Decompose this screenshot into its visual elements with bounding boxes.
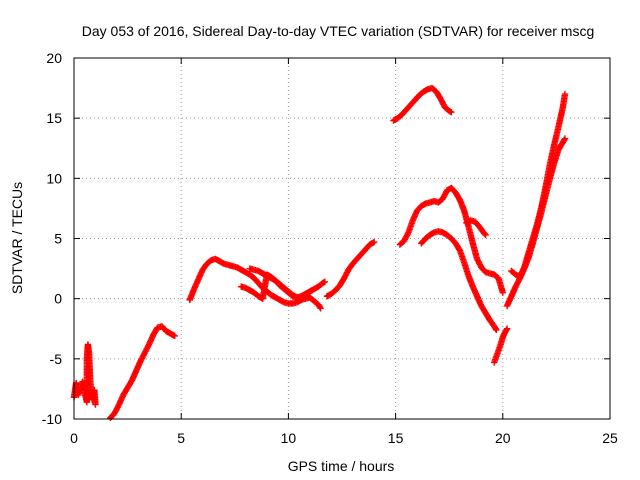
series-arc-7 bbox=[390, 84, 455, 124]
data-point bbox=[448, 108, 455, 116]
axis-ticks: 0 5 10 15 20 25 -10 -5 0 5 10 15 20 bbox=[42, 50, 618, 446]
series-arc-13 bbox=[508, 90, 569, 281]
y-tick-label: 5 bbox=[54, 231, 62, 247]
data-points bbox=[70, 84, 569, 421]
x-tick-label: 5 bbox=[177, 430, 185, 446]
y-tick-label: -5 bbox=[50, 351, 63, 367]
data-point bbox=[316, 303, 324, 311]
data-point bbox=[503, 325, 511, 332]
data-point bbox=[493, 326, 500, 334]
y-tick-label: 20 bbox=[46, 50, 62, 66]
data-point bbox=[482, 231, 489, 239]
data-point bbox=[492, 325, 499, 332]
data-point bbox=[317, 305, 324, 312]
data-point bbox=[499, 289, 506, 296]
data-point bbox=[561, 135, 569, 142]
y-axis-label: SDTVAR / TECUs bbox=[9, 182, 25, 294]
x-tick-label: 20 bbox=[495, 430, 511, 446]
grid bbox=[74, 58, 610, 419]
x-tick-label: 15 bbox=[388, 430, 404, 446]
data-point bbox=[404, 230, 411, 238]
series-arc-6 bbox=[323, 238, 378, 300]
x-tick-label: 25 bbox=[602, 430, 618, 446]
series-arc-9 bbox=[418, 228, 500, 334]
series-arc-8 bbox=[396, 184, 506, 296]
series-arc-10 bbox=[463, 217, 489, 239]
y-tick-label: -10 bbox=[42, 411, 62, 427]
series-arc-11 bbox=[491, 325, 511, 366]
chart-title: Day 053 of 2016, Sidereal Day-to-day VTE… bbox=[82, 23, 595, 39]
data-point bbox=[561, 136, 568, 144]
data-point bbox=[321, 278, 329, 286]
data-point bbox=[503, 326, 510, 334]
data-point bbox=[561, 90, 569, 98]
data-point bbox=[370, 238, 378, 246]
y-tick-label: 15 bbox=[46, 110, 62, 126]
data-point bbox=[92, 401, 99, 408]
y-tick-label: 10 bbox=[46, 170, 62, 186]
series-arc-5 bbox=[246, 265, 329, 301]
x-tick-label: 0 bbox=[70, 430, 78, 446]
data-point bbox=[171, 332, 178, 340]
y-tick-label: 0 bbox=[54, 291, 62, 307]
x-axis-label: GPS time / hours bbox=[288, 458, 395, 474]
series-arc-2 bbox=[107, 323, 178, 421]
data-point bbox=[481, 230, 489, 238]
x-tick-label: 10 bbox=[281, 430, 297, 446]
series-arc-1 bbox=[70, 341, 99, 408]
